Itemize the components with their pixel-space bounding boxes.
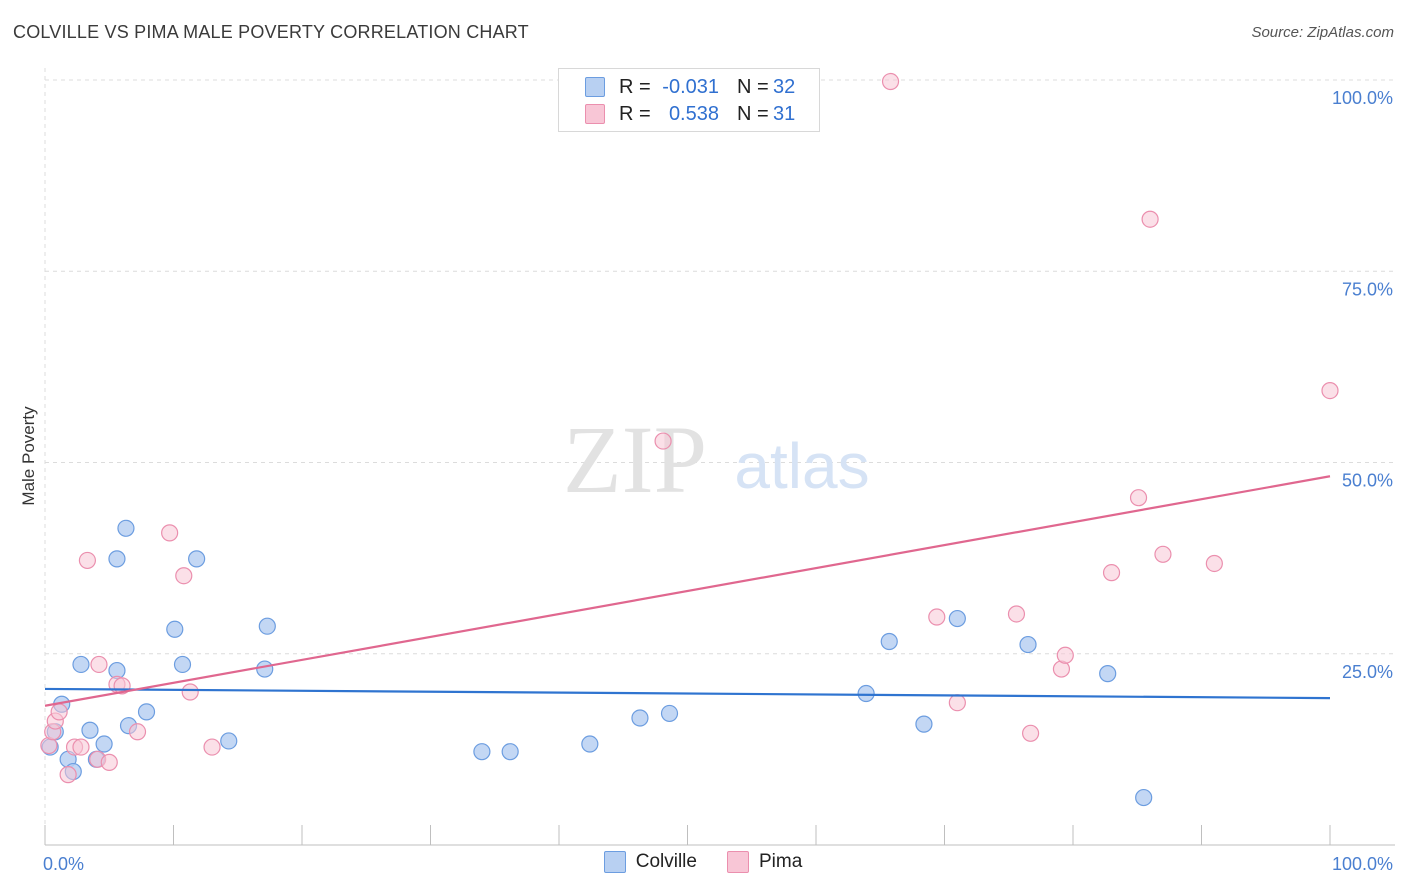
- watermark-atlas: atlas: [734, 430, 869, 502]
- colville-point: [915, 715, 933, 733]
- pima-trend-line: [44, 475, 1331, 707]
- colville-point: [220, 732, 238, 750]
- colville-point: [1135, 788, 1153, 807]
- colville-point: [1099, 665, 1117, 683]
- pima-point: [1129, 489, 1148, 507]
- legend-row-colville: R = -0.031 N = 32: [585, 75, 795, 99]
- colville-point: [95, 735, 113, 753]
- pima-point: [90, 655, 108, 674]
- legend-r-value-colville: -0.031: [662, 75, 719, 98]
- colville-point: [256, 660, 274, 678]
- pima-point: [1102, 564, 1121, 582]
- watermark-zip: ZIP: [563, 406, 707, 513]
- legend-r-label: R =: [619, 102, 651, 125]
- colville-point: [660, 704, 679, 723]
- y-tick-label: 50.0%: [1342, 471, 1393, 491]
- pima-point: [948, 694, 966, 712]
- pima-point: [1321, 381, 1339, 400]
- correlation-legend: R = -0.031 N = 32 R = 0.538 N = 31: [558, 68, 820, 132]
- legend-swatch-pima: [585, 104, 605, 124]
- pima-point: [881, 72, 900, 91]
- legend-n-label: N =: [737, 102, 769, 125]
- colville-point: [188, 550, 206, 568]
- colville-point: [108, 550, 126, 568]
- colville-point: [857, 684, 875, 703]
- legend-swatch-pima: [726, 851, 749, 873]
- colville-point: [948, 609, 966, 628]
- watermark: ZIP atlas: [563, 406, 870, 513]
- x-tick-label: 100.0%: [1332, 854, 1393, 874]
- colville-point: [631, 709, 649, 727]
- pima-point: [78, 551, 97, 570]
- colville-trend-line: [44, 687, 1331, 700]
- y-axis-label: Male Poverty: [19, 406, 38, 506]
- gridlines: [44, 68, 1395, 845]
- trend-lines: [44, 475, 1331, 707]
- colville-point: [880, 632, 898, 651]
- pima-point: [175, 567, 193, 585]
- colville-point: [173, 655, 192, 674]
- pima-point: [203, 738, 221, 756]
- legend-label-pima: Pima: [758, 851, 803, 872]
- pima-point: [128, 723, 147, 741]
- colville-point: [473, 743, 491, 761]
- pima-point: [1021, 724, 1040, 742]
- legend-row-pima: R = 0.538 N = 31: [585, 102, 795, 126]
- series-legend: Colville Pima: [0, 851, 1406, 873]
- colville-point: [166, 620, 184, 638]
- source-note: Source: ZipAtlas.com: [1251, 24, 1394, 41]
- legend-item-pima[interactable]: Pima: [726, 851, 803, 873]
- pima-point: [100, 753, 118, 771]
- legend-n-value-pima: 31: [773, 102, 796, 125]
- colville-point: [137, 703, 156, 721]
- legend-n-label: N =: [737, 75, 769, 98]
- colville-point: [1019, 635, 1037, 654]
- axes: [44, 825, 1395, 846]
- y-tick-label: 100.0%: [1332, 88, 1393, 108]
- colville-point: [581, 735, 599, 753]
- y-tick-label: 75.0%: [1342, 279, 1393, 299]
- x-tick-label: 0.0%: [43, 854, 84, 874]
- pima-point: [654, 432, 672, 450]
- legend-swatch-colville: [585, 77, 605, 97]
- pima-point: [59, 766, 77, 784]
- pima-point: [928, 608, 946, 626]
- pima-point: [1056, 646, 1074, 664]
- colville-point: [72, 655, 90, 674]
- colville-point: [501, 743, 519, 761]
- legend-r-value-pima: 0.538: [668, 102, 719, 125]
- pima-point: [1141, 210, 1159, 228]
- legend-r-label: R =: [619, 75, 651, 98]
- chart-title: COLVILLE VS PIMA MALE POVERTY CORRELATIO…: [13, 22, 529, 42]
- colville-point: [81, 721, 99, 739]
- y-tick-label: 25.0%: [1342, 662, 1393, 682]
- legend-swatch-colville: [603, 851, 626, 873]
- colville-point: [117, 519, 135, 537]
- legend-n-value-colville: 32: [773, 75, 796, 98]
- pima-point: [72, 738, 90, 756]
- pima-point: [1205, 554, 1223, 573]
- pima-point: [50, 703, 68, 721]
- pima-point: [161, 524, 179, 542]
- pima-point: [181, 683, 199, 701]
- tick-labels: 25.0% 50.0% 75.0% 100.0% 0.0% 100.0%: [43, 88, 1393, 874]
- colville-point: [258, 617, 276, 635]
- pima-point: [1154, 545, 1172, 563]
- legend-item-colville[interactable]: Colville: [603, 851, 697, 873]
- legend-label-colville: Colville: [635, 851, 697, 872]
- pima-point: [1007, 605, 1026, 623]
